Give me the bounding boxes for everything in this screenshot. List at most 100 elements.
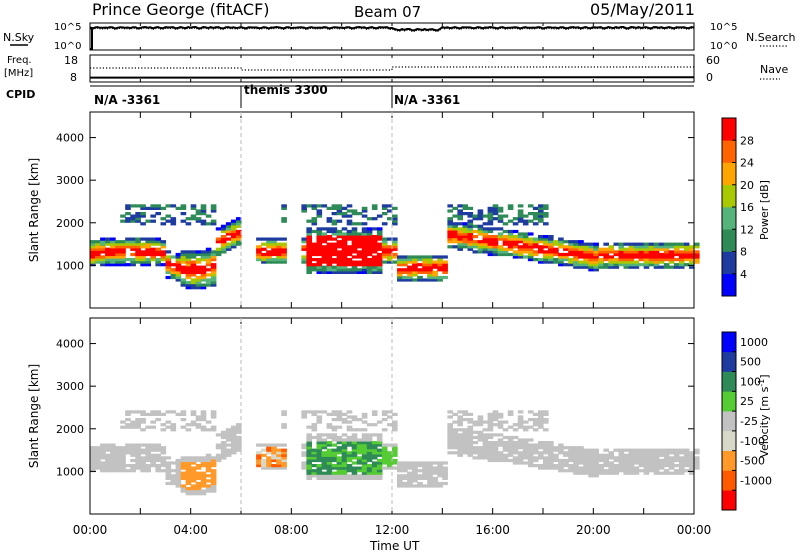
power-cell: [306, 255, 312, 259]
power-cell: [663, 258, 670, 262]
power-cell: [195, 275, 202, 280]
power-cell: [427, 255, 433, 259]
velocity-cell: [668, 464, 675, 468]
colorbar-tick-label: -100: [740, 435, 765, 448]
power-cell: [588, 260, 594, 264]
power-cell: [598, 260, 604, 264]
velocity-cell: [321, 433, 328, 437]
power-cell: [205, 273, 212, 277]
power-cell: [125, 263, 131, 267]
velocity-cell: [457, 410, 463, 414]
power-cell: [165, 268, 172, 272]
velocity-cell: [195, 492, 202, 496]
power-cell: [361, 245, 368, 249]
velocity-cell: [633, 453, 640, 457]
velocity-cell: [683, 456, 690, 460]
colorbar-swatch: [722, 450, 736, 471]
power-cell: [517, 214, 524, 218]
power-cell: [341, 214, 348, 218]
power-cell: [281, 258, 287, 262]
velocity-cell: [387, 461, 393, 465]
y-tick-label: 1000: [56, 465, 84, 478]
velocity-cell: [527, 458, 534, 463]
velocity-cell: [422, 471, 428, 475]
power-cell: [271, 260, 277, 264]
power-cell: [366, 268, 373, 272]
velocity-cell: [210, 474, 217, 478]
power-cell: [477, 247, 484, 251]
velocity-cell: [462, 438, 469, 442]
power-cell: [195, 219, 202, 223]
velocity-cell: [130, 420, 136, 424]
velocity-cell: [462, 433, 469, 437]
velocity-cell: [387, 451, 393, 455]
velocity-cell: [306, 456, 312, 460]
power-cell: [190, 286, 197, 290]
velocity-cell: [326, 469, 333, 473]
velocity-cell: [331, 443, 338, 447]
power-cell: [331, 250, 338, 254]
power-cell: [130, 240, 136, 244]
velocity-cell: [346, 458, 353, 463]
time-tick-label: 00:00: [677, 523, 712, 537]
colorbar-tick-label: 500: [740, 356, 761, 369]
velocity-cell: [160, 446, 167, 450]
power-cell: [331, 206, 338, 210]
velocity-cell: [608, 464, 614, 468]
power-cell: [603, 247, 609, 251]
power-cell: [160, 258, 167, 262]
velocity-cell: [306, 451, 312, 455]
velocity-cell: [628, 461, 635, 465]
velocity-cell: [573, 461, 579, 465]
velocity-cell: [437, 464, 443, 468]
velocity-cell: [673, 471, 680, 475]
power-cell: [598, 263, 604, 267]
colorbar-tick-label: 20: [740, 179, 754, 192]
velocity-cell: [452, 443, 458, 447]
power-cell: [266, 250, 272, 254]
power-cell: [588, 242, 594, 246]
power-cell: [110, 263, 116, 267]
velocity-cell: [527, 410, 534, 414]
power-cell: [271, 252, 277, 257]
velocity-cell: [613, 456, 620, 460]
power-cell: [220, 242, 227, 246]
power-cell: [90, 247, 96, 251]
power-cell: [573, 263, 579, 267]
power-cell: [512, 240, 519, 244]
velocity-cell: [371, 441, 378, 445]
velocity-cell: [387, 464, 393, 468]
velocity-cell: [452, 420, 458, 424]
power-cell: [316, 229, 323, 234]
nsearch-label: N.Search: [746, 31, 796, 44]
velocity-cell: [543, 464, 549, 468]
power-cell: [135, 212, 141, 216]
velocity-cell: [668, 471, 675, 475]
power-cell: [100, 242, 106, 246]
power-cell: [195, 270, 202, 274]
velocity-cell: [548, 446, 554, 450]
velocity-cell: [648, 451, 655, 455]
velocity-cell: [653, 456, 660, 460]
velocity-cell: [668, 451, 675, 455]
velocity-cell: [583, 456, 589, 460]
power-cell: [200, 222, 207, 226]
velocity-cell: [387, 466, 393, 470]
power-cell: [553, 260, 559, 264]
power-cell: [663, 242, 670, 246]
power-cell: [668, 255, 675, 259]
velocity-cell: [507, 412, 514, 416]
velocity-cell: [412, 466, 418, 470]
velocity-cell: [512, 435, 519, 440]
velocity-cell: [311, 412, 318, 416]
velocity-cell: [316, 469, 323, 473]
power-cell: [593, 250, 599, 254]
power-cell: [402, 260, 408, 264]
velocity-cell: [497, 458, 504, 463]
velocity-cell: [492, 446, 499, 450]
velocity-cell: [175, 469, 182, 473]
power-cell: [538, 209, 544, 213]
velocity-cell: [331, 418, 338, 422]
power-cell: [532, 242, 539, 246]
velocity-cell: [467, 441, 474, 445]
